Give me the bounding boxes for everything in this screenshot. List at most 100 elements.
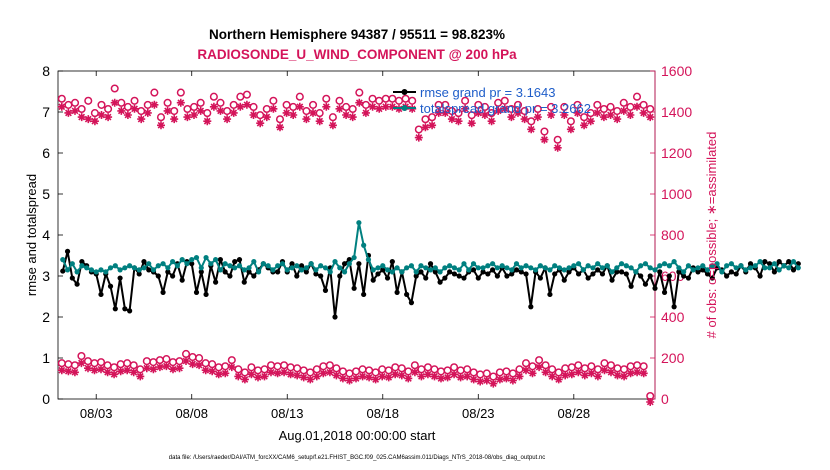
obs-assimilated-marker [209,102,218,111]
rmse-point [561,277,567,283]
obs-assimilated-marker [613,371,622,380]
rmse-point [275,269,281,275]
totalspread-point [384,267,391,273]
x-axis-label: Aug.01,2018 00:00:00 start [279,428,436,443]
totalspread-point [141,265,147,271]
totalspread-point [518,265,524,271]
totalspread-point [752,263,758,269]
obs-assimilated-marker [456,373,465,382]
totalspread-point [657,263,663,269]
totalspread-point [628,265,634,271]
totalspread-point [74,269,80,275]
rmse-point [332,314,338,320]
rmse-point [117,275,123,281]
totalspread-point [724,263,730,269]
obs-assimilated-marker [404,374,413,383]
totalspread-point [408,263,415,269]
rmse-point [485,271,491,277]
obs-assimilated-marker [57,102,66,111]
obs-assimilated-marker [64,367,73,376]
obs-assimilated-marker [365,373,374,382]
obs-possible-marker [97,100,106,109]
obs-assimilated-marker [280,368,289,377]
totalspread-point [700,263,706,269]
rmse-point [64,248,71,254]
obs-possible-marker [454,109,463,118]
obs-possible-marker [295,92,304,101]
obs-assimilated-marker [117,106,126,115]
rmse-point [165,269,171,275]
rmse-point [380,267,386,273]
y-right-tick-label: 1200 [661,145,692,161]
obs-assimilated-marker [378,372,387,381]
y-right-tick-label: 200 [661,350,685,366]
rmse-point [762,259,768,265]
rmse-point [513,267,520,273]
totalspread-point [681,269,687,275]
rmse-point [198,269,204,275]
obs-assimilated-marker [221,369,230,378]
obs-assimilated-marker [494,106,503,115]
obs-assimilated-marker [368,102,377,111]
obs-assimilated-marker [527,125,536,134]
rmse-point [733,271,739,277]
rmse-point [595,267,601,273]
rmse-point [155,273,161,279]
y-right-tick-label: 1000 [661,186,692,202]
rmse-point [638,273,644,279]
totalspread-point [523,263,529,269]
obs-assimilated-marker [502,374,511,383]
obs-assimilated-marker [561,371,570,380]
totalspread-point [595,261,601,267]
totalspread-point [556,265,563,271]
rmse-point [217,257,223,263]
series-totalspread [60,220,801,275]
totalspread-point [370,267,376,273]
totalspread-point [714,261,720,267]
totalspread-point [585,263,591,269]
obs-possible-marker [70,98,80,107]
obs-assimilated-marker [414,133,423,142]
rmse-point [179,277,185,283]
totalspread-point [189,257,195,263]
totalspread-point [341,269,348,275]
totalspread-point [423,265,429,271]
rmse-point [370,277,376,283]
rmse-point [246,269,252,275]
totalspread-point [170,259,176,265]
rmse-point [341,261,348,267]
chart-title-line1: Northern Hemisphere 94387 / 95511 = 98.8… [209,27,505,42]
rmse-point [442,275,448,281]
obs-possible-marker [513,100,523,109]
obs-possible-marker [639,100,648,109]
obs-assimilated-marker [633,102,641,111]
obs-assimilated-marker [441,108,450,117]
totalspread-point [232,265,238,271]
totalspread-point [64,267,71,273]
y-left-tick-label: 3 [42,268,50,284]
totalspread-point [623,263,629,269]
totalspread-point [146,261,152,267]
series-obs-assimilated-upper- [57,98,655,152]
obs-assimilated-marker [137,115,146,124]
rmse-point [60,268,66,274]
totalspread-point [547,267,553,273]
totalspread-point [685,263,692,269]
obs-possible-marker [328,113,337,122]
rmse-point [437,279,443,285]
totalspread-point [356,220,362,226]
totalspread-point [270,267,276,273]
obs-assimilated-marker [520,115,529,124]
rmse-point [112,306,118,312]
totalspread-point [704,267,711,273]
obs-assimilated-marker [309,108,317,117]
obs-possible-marker [500,96,509,105]
totalspread-point [103,269,109,275]
obs-assimilated-marker [463,372,472,381]
totalspread-point [795,265,801,271]
totalspread-point [552,263,558,269]
obs-assimilated-marker [71,106,79,115]
rmse-point [666,273,672,279]
series-obs-assimilated-lower- [57,357,655,406]
rmse-point [590,271,596,277]
